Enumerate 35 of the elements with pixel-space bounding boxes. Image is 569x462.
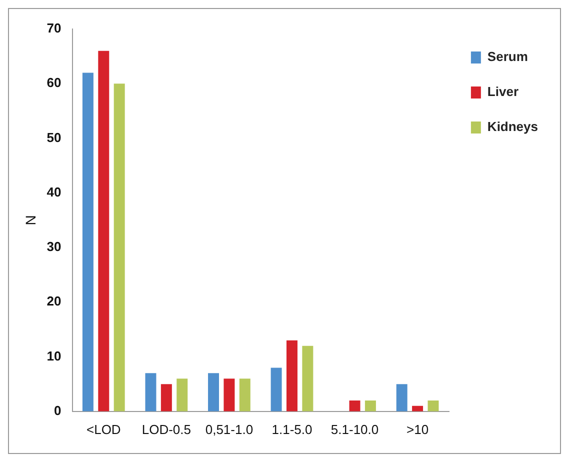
legend-label: Kidneys bbox=[487, 119, 538, 134]
legend-label: Liver bbox=[487, 84, 519, 100]
x-tick-label: <LOD bbox=[86, 422, 121, 437]
y-tick-label: 60 bbox=[46, 75, 62, 90]
bar bbox=[160, 384, 172, 412]
bar bbox=[176, 378, 188, 412]
bar bbox=[114, 84, 125, 412]
bar bbox=[224, 378, 235, 412]
y-tick-label: 50 bbox=[46, 130, 62, 145]
x-tick-label: >10 bbox=[406, 422, 429, 437]
bar bbox=[239, 378, 250, 412]
y-tick-label: 30 bbox=[46, 239, 62, 254]
y-axis-title: N bbox=[22, 215, 38, 226]
y-tick-label: 0 bbox=[54, 402, 62, 418]
y-tick-label: 20 bbox=[46, 294, 62, 309]
y-tick-label: 10 bbox=[46, 348, 62, 364]
bar bbox=[145, 373, 156, 412]
bar bbox=[208, 373, 220, 412]
bar bbox=[270, 368, 282, 412]
y-tick-label: 40 bbox=[46, 184, 62, 200]
bar bbox=[82, 72, 94, 412]
bar bbox=[98, 50, 110, 412]
x-tick-label: LOD-0.5 bbox=[142, 422, 191, 437]
legend-label: Serum bbox=[487, 49, 528, 64]
bar bbox=[302, 346, 314, 412]
x-tick-label: 0,51-1.0 bbox=[205, 422, 254, 437]
bar bbox=[286, 340, 298, 412]
bar bbox=[412, 406, 424, 412]
bar bbox=[396, 384, 408, 412]
bar bbox=[349, 400, 360, 412]
x-tick-label: 5.1-10.0 bbox=[330, 422, 379, 437]
y-tick-label: 70 bbox=[46, 20, 62, 36]
x-tick-label: 1.1-5.0 bbox=[272, 422, 312, 437]
bar bbox=[428, 400, 439, 412]
bar bbox=[364, 400, 376, 412]
